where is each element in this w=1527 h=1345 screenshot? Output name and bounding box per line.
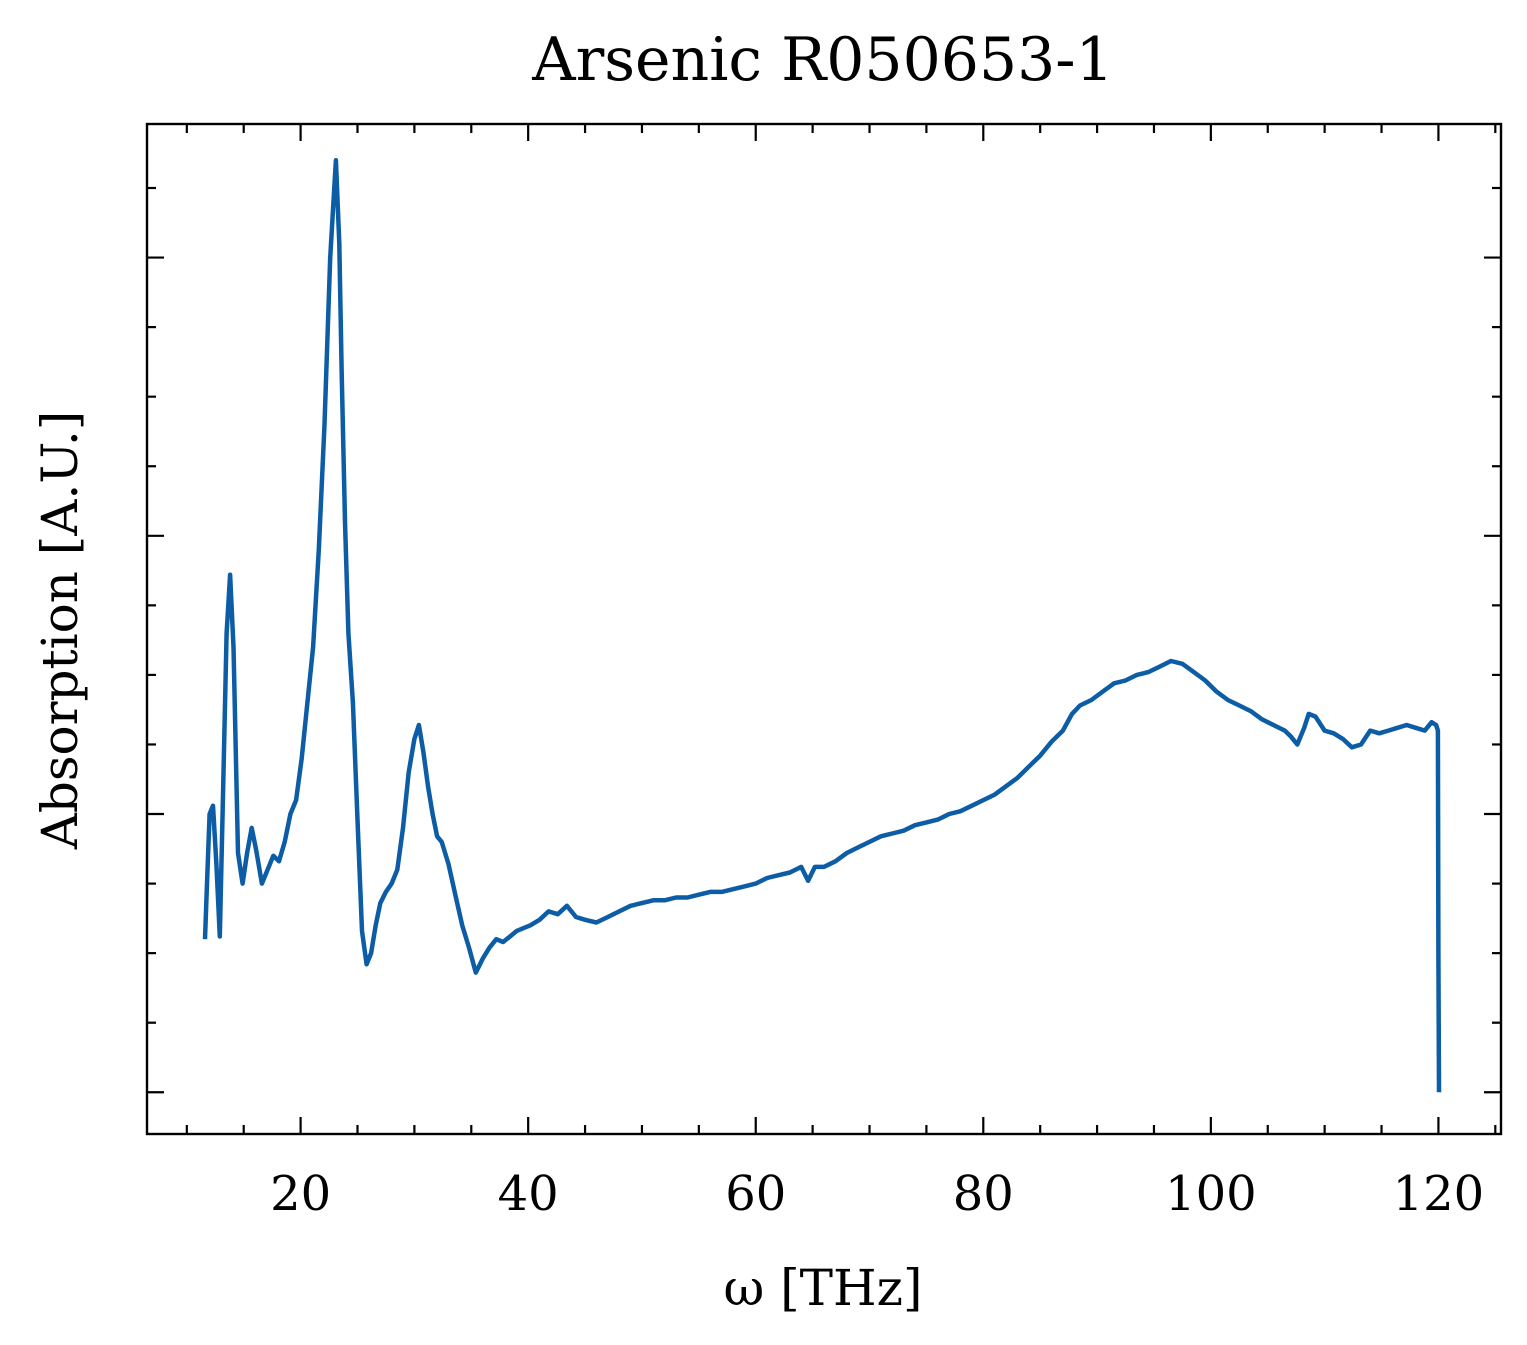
plot-frame xyxy=(145,122,1503,1136)
x-axis-label: ω [THz] xyxy=(724,1259,923,1317)
chart-title: Arsenic R050653-1 xyxy=(531,25,1113,95)
axis-ticks xyxy=(147,124,1501,1134)
x-tick-label: 100 xyxy=(1165,1166,1257,1222)
x-tick-label: 120 xyxy=(1393,1166,1485,1222)
x-tick-label: 60 xyxy=(725,1166,786,1222)
absorption-line xyxy=(202,157,1442,1093)
y-axis-label: Absorption [A.U.] xyxy=(31,411,89,851)
x-tick-label: 40 xyxy=(498,1166,559,1222)
x-tick-labels: 20 40 60 80 100 120 xyxy=(270,1166,1484,1222)
x-tick-label: 20 xyxy=(270,1166,331,1222)
x-tick-label: 80 xyxy=(953,1166,1014,1222)
